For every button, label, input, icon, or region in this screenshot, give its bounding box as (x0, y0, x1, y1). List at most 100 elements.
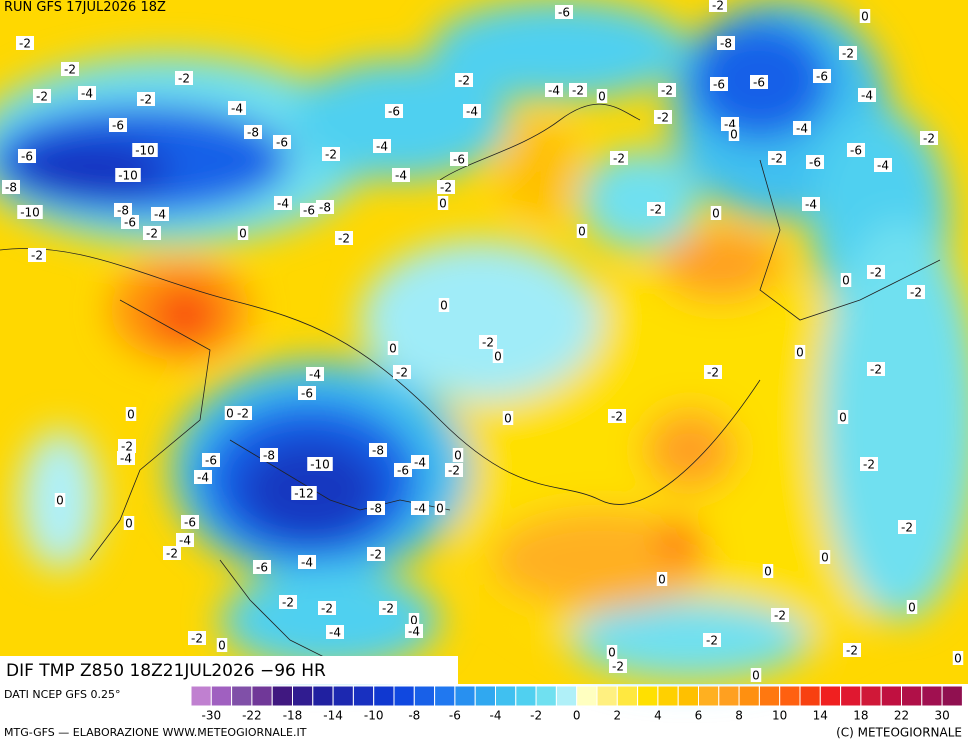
contour-label: -8 (247, 126, 259, 140)
scale-box (799, 685, 821, 707)
label-box (840, 273, 852, 287)
label-box (806, 155, 824, 169)
label-box (369, 443, 387, 457)
contour-label: -2 (146, 227, 158, 241)
scale-box (576, 685, 598, 707)
contour-label: -2 (870, 266, 882, 280)
label-box (28, 248, 46, 262)
label-box (54, 493, 66, 507)
contour-label: -8 (5, 181, 17, 195)
contour-label: -2 (482, 336, 494, 350)
contour-label: 0 (764, 565, 772, 579)
contour-label: 0 (730, 128, 738, 142)
contour-label: 0 (608, 646, 616, 660)
contour-label: -6 (388, 105, 400, 119)
contour-label: -2 (396, 366, 408, 380)
scale-label: -14 (323, 709, 343, 723)
label-box (437, 180, 455, 194)
scale-box (434, 685, 456, 707)
label-box (771, 608, 789, 622)
label-box (194, 470, 212, 484)
scale-box (880, 685, 903, 707)
contour-label: -6 (453, 153, 465, 167)
contour-label: -2 (382, 602, 394, 616)
contour-label: -2 (440, 181, 452, 195)
contour-label: -6 (21, 150, 33, 164)
contour-label: -4 (301, 556, 313, 570)
label-box (175, 71, 193, 85)
contour-label: 0 (821, 551, 829, 565)
label-box (237, 226, 249, 240)
contour-label: -6 (816, 70, 828, 84)
scale-label: 22 (894, 709, 909, 723)
contour-label: -6 (301, 387, 313, 401)
label-box (326, 625, 344, 639)
contour-label: 0 (752, 669, 760, 683)
scale-box (941, 685, 963, 707)
scale-label: 0 (573, 709, 581, 723)
contour-label: -8 (319, 201, 331, 215)
label-box (163, 546, 181, 560)
label-box (228, 101, 246, 115)
label-box (411, 501, 429, 515)
label-box (279, 595, 297, 609)
label-box (202, 453, 220, 467)
scale-box (332, 685, 354, 707)
contour-label: -2 (338, 232, 350, 246)
contour-label: -2 (36, 90, 48, 104)
contour-label: 0 (127, 408, 135, 422)
contour-label: 0 (439, 197, 447, 211)
label-box (728, 127, 740, 141)
contour-label: -4 (724, 118, 736, 132)
label-box (710, 206, 722, 220)
contour-label: -4 (154, 208, 166, 222)
scale-box (738, 685, 760, 707)
scale-box (210, 685, 233, 707)
scale-box (901, 685, 923, 707)
contour-label: -10 (20, 206, 40, 220)
label-box (859, 9, 871, 23)
label-box (438, 298, 450, 312)
label-box (813, 69, 831, 83)
label-box (234, 406, 252, 420)
scale-box (352, 685, 375, 707)
contour-label: -4 (179, 534, 191, 548)
scale-box (515, 685, 537, 707)
scale-box (698, 685, 720, 707)
scale-box (596, 685, 618, 707)
contour-label: -2 (166, 547, 178, 561)
label-box (576, 224, 588, 238)
contour-label: -8 (263, 449, 275, 463)
label-box (450, 152, 468, 166)
contour-label: -4 (81, 87, 93, 101)
label-box (569, 83, 587, 97)
scale-box (271, 685, 294, 707)
contour-label: -2 (846, 644, 858, 658)
label-box (318, 601, 336, 615)
contour-label: -2 (650, 203, 662, 217)
contour-label: -10 (118, 169, 138, 183)
contour-label: -2 (64, 63, 76, 77)
label-box (654, 110, 672, 124)
scale-label: -18 (283, 709, 303, 723)
contour-label: 0 (908, 601, 916, 615)
scale-box (758, 685, 781, 707)
field-title: DIF TMP Z850 18Z21JUL2026 −96 HR (6, 661, 326, 681)
contour-label: -4 (197, 471, 209, 485)
scale-label: 4 (654, 709, 662, 723)
scale-label: -6 (449, 709, 461, 723)
contour-label: -6 (809, 156, 821, 170)
label-box (596, 89, 608, 103)
contour-label: -2 (774, 609, 786, 623)
contour-label: 0 (56, 494, 64, 508)
contour-label: -4 (877, 159, 889, 173)
label-box (253, 560, 271, 574)
contour-label: -4 (376, 140, 388, 154)
label-box (819, 550, 831, 564)
label-box (860, 457, 878, 471)
contour-label: 0 (504, 412, 512, 426)
contour-label: 0 (658, 573, 666, 587)
contour-label: 0 (410, 614, 418, 628)
contour-label: -8 (720, 37, 732, 51)
